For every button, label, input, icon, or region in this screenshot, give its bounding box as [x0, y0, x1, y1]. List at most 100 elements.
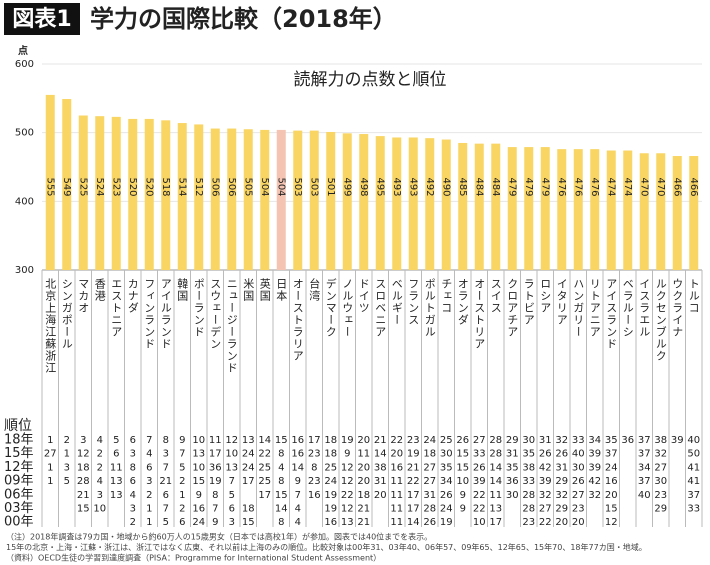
- rank: 24: [242, 449, 255, 460]
- rank: 31: [506, 449, 519, 460]
- rank: 33: [522, 476, 535, 487]
- x-tick-label: クロアチア: [506, 278, 519, 338]
- rank: 6: [163, 490, 169, 501]
- rank: 20: [357, 462, 370, 473]
- x-tick-label: リトアニア: [588, 278, 601, 338]
- rank: 12: [341, 476, 354, 487]
- rank: 6: [130, 435, 136, 446]
- badge: 図表1: [12, 7, 71, 32]
- value-label: 484: [490, 177, 501, 196]
- x-tick-label: オーストリア: [473, 278, 486, 350]
- rank: 18: [242, 504, 255, 515]
- rank: 5: [163, 517, 169, 528]
- x-tick-label: スイス: [489, 278, 502, 314]
- rank: 22: [473, 504, 486, 515]
- rank: 21: [159, 476, 172, 487]
- rank: 3: [146, 476, 152, 487]
- rank: 17: [258, 490, 271, 501]
- value-label: 520: [127, 177, 138, 196]
- value-label: 479: [523, 177, 534, 196]
- x-tick-label: フランス: [407, 278, 420, 326]
- bar: [524, 147, 534, 270]
- bar: [491, 143, 501, 270]
- rank: 14: [407, 517, 420, 528]
- rank: 30: [506, 490, 519, 501]
- rank: 1: [47, 435, 53, 446]
- rank: 30: [654, 476, 667, 487]
- rank: 27: [539, 504, 552, 515]
- bar: [540, 147, 550, 270]
- value-label: 470: [655, 177, 666, 196]
- rank: 15: [456, 462, 469, 473]
- x-tick-label: イスラエル: [638, 278, 651, 338]
- rank: 11: [110, 462, 123, 473]
- rank: 36: [209, 462, 222, 473]
- value-label: 479: [539, 177, 550, 196]
- value-label: 490: [440, 177, 451, 196]
- bar: [342, 133, 352, 270]
- rank: 42: [588, 476, 601, 487]
- x-tick-label: 英国: [258, 277, 271, 302]
- rank: 26: [440, 490, 453, 501]
- rank: 14: [258, 435, 271, 446]
- rank: 1: [146, 517, 152, 528]
- value-label: 492: [424, 177, 435, 196]
- rank: 2: [97, 462, 103, 473]
- value-label: 501: [325, 177, 336, 196]
- rank: 8: [311, 462, 317, 473]
- rank: 27: [44, 449, 57, 460]
- rank: 4: [295, 504, 301, 515]
- x-tick-label: デンマーク: [324, 277, 337, 338]
- bar: [161, 120, 171, 270]
- rank: 35: [506, 462, 519, 473]
- rank: 37: [638, 449, 651, 460]
- value-label: 506: [209, 177, 220, 196]
- rank: 7: [163, 462, 169, 473]
- rank: 26: [555, 449, 568, 460]
- rank: 34: [440, 476, 453, 487]
- x-tick-label: 台湾: [308, 277, 321, 302]
- rank: 1: [146, 504, 152, 515]
- x-tick-label: 日本: [275, 278, 288, 302]
- rank: 22: [539, 517, 552, 528]
- rank: 3: [163, 449, 169, 460]
- rank: 10: [93, 504, 106, 515]
- rank: 38: [522, 462, 535, 473]
- rank: 27: [572, 490, 585, 501]
- rank: 31: [374, 476, 387, 487]
- rank: 29: [506, 435, 519, 446]
- rank: 23: [407, 435, 420, 446]
- rank: 40: [687, 435, 700, 446]
- rank: 33: [687, 504, 700, 515]
- rank: 5: [113, 435, 119, 446]
- rank: 23: [572, 504, 585, 515]
- rank-year: 06年: [4, 487, 34, 502]
- y-tick-label: 500: [15, 128, 34, 139]
- rank: 16: [291, 449, 304, 460]
- rank: 35: [440, 462, 453, 473]
- rank: 5: [179, 462, 185, 473]
- rank: 9: [179, 435, 185, 446]
- rank: 11: [489, 490, 502, 501]
- rank: 34: [588, 435, 601, 446]
- rank: 4: [97, 476, 103, 487]
- rank: 13: [110, 490, 123, 501]
- x-tick-label: アイスランド: [605, 278, 618, 350]
- rank: 16: [324, 517, 337, 528]
- rank: 2: [179, 504, 185, 515]
- value-label: 493: [391, 177, 402, 196]
- rank: 10: [225, 449, 238, 460]
- rank: 31: [555, 462, 568, 473]
- rank: 37: [605, 449, 618, 460]
- x-tick-label: トルコ: [687, 278, 700, 314]
- rank: 11: [390, 504, 403, 515]
- value-label: 514: [176, 177, 187, 196]
- rank: 38: [654, 435, 667, 446]
- rank-year: 00年: [4, 515, 34, 530]
- rank: 3: [130, 449, 136, 460]
- rank: 27: [423, 476, 436, 487]
- rank: 8: [163, 435, 169, 446]
- rank: 3: [64, 462, 70, 473]
- rank-year: 09年: [4, 474, 34, 489]
- value-label: 520: [143, 177, 154, 196]
